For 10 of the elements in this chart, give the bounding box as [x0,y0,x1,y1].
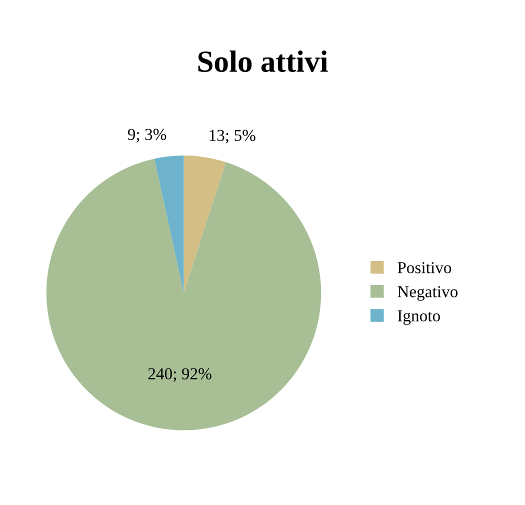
legend-label: Ignoto [398,310,440,325]
data-label: 9; 3% [128,128,166,142]
data-label: 240; 92% [148,368,212,382]
data-label: 13; 5% [210,130,256,144]
pie-slice [46,158,322,430]
pie-slice [154,156,184,293]
legend-label: Negativo [398,286,458,301]
pie-slice [184,156,226,293]
legend-label: Positivo [398,262,452,274]
chart-title: Solo attivi [198,50,328,72]
